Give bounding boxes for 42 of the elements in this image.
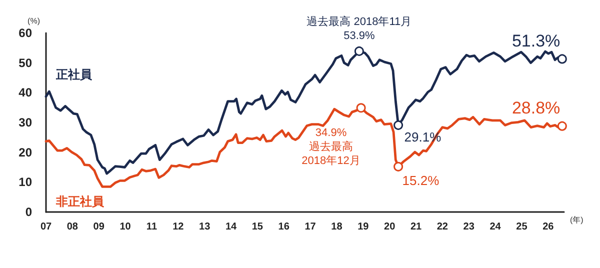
x-tick-label: 24 — [490, 222, 502, 232]
x-tick-label: 17 — [304, 222, 316, 232]
y-axis-title: (%) — [28, 16, 40, 26]
point — [356, 103, 366, 113]
x-tick-label: 08 — [66, 222, 78, 232]
x-tick-label: 16 — [278, 222, 290, 232]
annotation: 過去最高 2018年11月 53.9% — [306, 15, 412, 42]
x-tick-label: 10 — [120, 222, 132, 232]
annotation: 15.2% — [402, 173, 440, 188]
x-tick-label: 09 — [93, 222, 105, 232]
point — [557, 54, 567, 64]
x-tick-label: 07 — [40, 222, 52, 232]
point — [394, 162, 404, 172]
x-tick-label: 14 — [225, 222, 237, 232]
annotation: 34.9% 過去最高 2018年12月 — [302, 126, 360, 167]
y-tick-label: 20 — [18, 145, 32, 160]
point — [557, 121, 567, 131]
x-axis-title: (年) — [570, 216, 584, 224]
x-tick-label: 23 — [463, 222, 475, 232]
annotation: 28.8% — [512, 98, 560, 118]
y-tick-label: 0 — [25, 205, 32, 219]
x-tick-label: 11 — [146, 222, 158, 232]
series-label: 非正社員 — [55, 194, 105, 208]
annotation: 51.3% — [512, 31, 560, 50]
x-tick-label: 18 — [331, 222, 343, 232]
y-tick-label: 30 — [18, 116, 32, 130]
x-tick-label: 21 — [410, 222, 422, 232]
x-tick-label: 12 — [172, 222, 184, 232]
x-tick-label: 26 — [542, 222, 554, 232]
point — [394, 120, 404, 130]
y-tick-label: 60 — [18, 26, 32, 40]
x-tick-label: 15 — [252, 222, 264, 232]
y-tick-label: 40 — [18, 86, 32, 100]
series-label: 正社員 — [55, 68, 93, 82]
x-tick-label: 20 — [384, 222, 396, 232]
x-tick-label: 22 — [436, 222, 448, 232]
x-tick-label: 13 — [199, 222, 211, 232]
y-tick-label: 50 — [18, 56, 32, 70]
x-tick-label: 25 — [516, 222, 528, 232]
point — [354, 46, 364, 56]
x-tick-label: 19 — [358, 222, 370, 232]
y-tick-label: 10 — [18, 175, 32, 190]
